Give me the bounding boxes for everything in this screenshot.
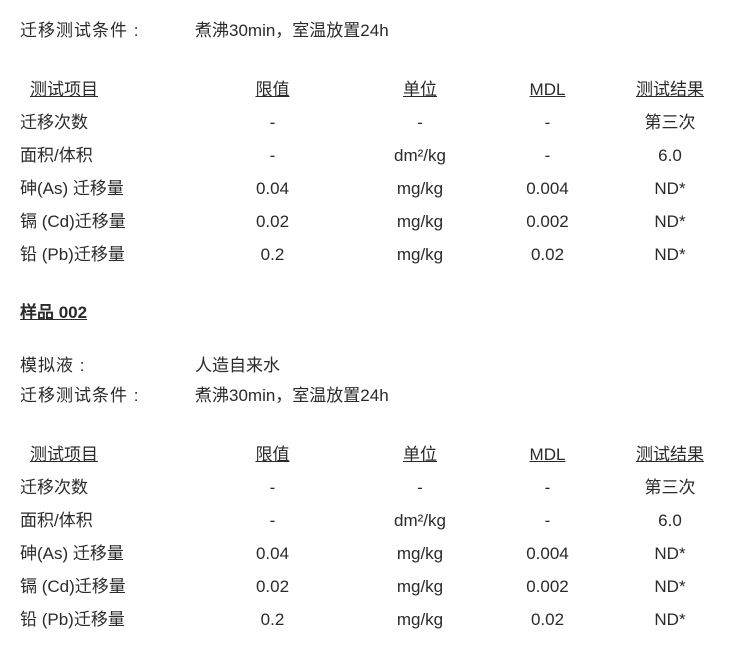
cell-result: ND*: [605, 541, 735, 567]
cell-mdl: 0.002: [490, 574, 605, 600]
cell-result: ND*: [605, 607, 735, 633]
table-row: 镉 (Cd)迁移量 0.02 mg/kg 0.002 ND*: [20, 570, 735, 603]
cell-limit: -: [195, 110, 350, 136]
cell-result: ND*: [605, 176, 735, 202]
cell-item: 镉 (Cd)迁移量: [20, 209, 195, 235]
condition-value-1: 煮沸30min，室温放置24h: [195, 18, 389, 44]
simulant-row: 模拟液 : 人造自来水: [20, 353, 735, 379]
cell-mdl: 0.004: [490, 541, 605, 567]
table-row: 面积/体积 - dm²/kg - 6.0: [20, 140, 735, 173]
cell-limit: -: [195, 475, 350, 501]
cell-item: 面积/体积: [20, 143, 195, 169]
cell-item: 砷(As) 迁移量: [20, 176, 195, 202]
table-header-1: 测试项目 限值 单位 MDL 测试结果: [20, 74, 735, 107]
header-item: 测试项目: [20, 77, 195, 103]
cell-limit: 0.2: [195, 607, 350, 633]
cell-unit: mg/kg: [350, 176, 490, 202]
cell-limit: 0.04: [195, 541, 350, 567]
cell-unit: -: [350, 110, 490, 136]
cell-result: 第三次: [605, 475, 735, 501]
header-unit: 单位: [350, 77, 490, 103]
cell-unit: mg/kg: [350, 242, 490, 268]
cell-item: 迁移次数: [20, 110, 195, 136]
simulant-value: 人造自来水: [195, 353, 280, 379]
cell-result: ND*: [605, 242, 735, 268]
cell-result: ND*: [605, 209, 735, 235]
table-row: 迁移次数 - - - 第三次: [20, 107, 735, 140]
cell-result: 第三次: [605, 110, 735, 136]
sample-title: 样品 002: [20, 300, 735, 326]
condition-label-1: 迁移测试条件 :: [20, 18, 195, 44]
test-table-2: 测试项目 限值 单位 MDL 测试结果 迁移次数 - - - 第三次 面积/体积…: [20, 438, 735, 636]
table-row: 铅 (Pb)迁移量 0.2 mg/kg 0.02 ND*: [20, 239, 735, 272]
header-mdl: MDL: [490, 442, 605, 468]
table-row: 砷(As) 迁移量 0.04 mg/kg 0.004 ND*: [20, 173, 735, 206]
cell-mdl: -: [490, 508, 605, 534]
cell-limit: 0.02: [195, 574, 350, 600]
cell-mdl: -: [490, 110, 605, 136]
cell-limit: -: [195, 143, 350, 169]
cell-unit: dm²/kg: [350, 508, 490, 534]
header-mdl: MDL: [490, 77, 605, 103]
table-row: 铅 (Pb)迁移量 0.2 mg/kg 0.02 ND*: [20, 603, 735, 636]
cell-result: 6.0: [605, 143, 735, 169]
table-row: 面积/体积 - dm²/kg - 6.0: [20, 504, 735, 537]
cell-mdl: -: [490, 143, 605, 169]
condition-value-2: 煮沸30min，室温放置24h: [195, 383, 389, 409]
cell-item: 面积/体积: [20, 508, 195, 534]
table-row: 迁移次数 - - - 第三次: [20, 471, 735, 504]
cell-mdl: 0.004: [490, 176, 605, 202]
cell-unit: -: [350, 475, 490, 501]
condition-row-2: 迁移测试条件 : 煮沸30min，室温放置24h: [20, 383, 735, 409]
cell-limit: 0.2: [195, 242, 350, 268]
cell-unit: mg/kg: [350, 574, 490, 600]
cell-unit: mg/kg: [350, 607, 490, 633]
cell-unit: mg/kg: [350, 209, 490, 235]
condition-label-2: 迁移测试条件 :: [20, 383, 195, 409]
cell-mdl: 0.02: [490, 242, 605, 268]
cell-mdl: 0.02: [490, 607, 605, 633]
table-row: 砷(As) 迁移量 0.04 mg/kg 0.004 ND*: [20, 537, 735, 570]
condition-row-1: 迁移测试条件 : 煮沸30min，室温放置24h: [20, 18, 735, 44]
header-result: 测试结果: [605, 77, 735, 103]
header-limit: 限值: [195, 442, 350, 468]
header-limit: 限值: [195, 77, 350, 103]
cell-item: 镉 (Cd)迁移量: [20, 574, 195, 600]
header-item: 测试项目: [20, 442, 195, 468]
table-header-2: 测试项目 限值 单位 MDL 测试结果: [20, 438, 735, 471]
header-unit: 单位: [350, 442, 490, 468]
header-result: 测试结果: [605, 442, 735, 468]
cell-limit: -: [195, 508, 350, 534]
table-row: 镉 (Cd)迁移量 0.02 mg/kg 0.002 ND*: [20, 206, 735, 239]
cell-item: 迁移次数: [20, 475, 195, 501]
cell-unit: dm²/kg: [350, 143, 490, 169]
cell-item: 砷(As) 迁移量: [20, 541, 195, 567]
cell-item: 铅 (Pb)迁移量: [20, 607, 195, 633]
simulant-label: 模拟液 :: [20, 353, 195, 379]
cell-mdl: -: [490, 475, 605, 501]
cell-limit: 0.04: [195, 176, 350, 202]
cell-limit: 0.02: [195, 209, 350, 235]
test-table-1: 测试项目 限值 单位 MDL 测试结果 迁移次数 - - - 第三次 面积/体积…: [20, 74, 735, 272]
cell-item: 铅 (Pb)迁移量: [20, 242, 195, 268]
cell-result: 6.0: [605, 508, 735, 534]
cell-mdl: 0.002: [490, 209, 605, 235]
cell-result: ND*: [605, 574, 735, 600]
cell-unit: mg/kg: [350, 541, 490, 567]
